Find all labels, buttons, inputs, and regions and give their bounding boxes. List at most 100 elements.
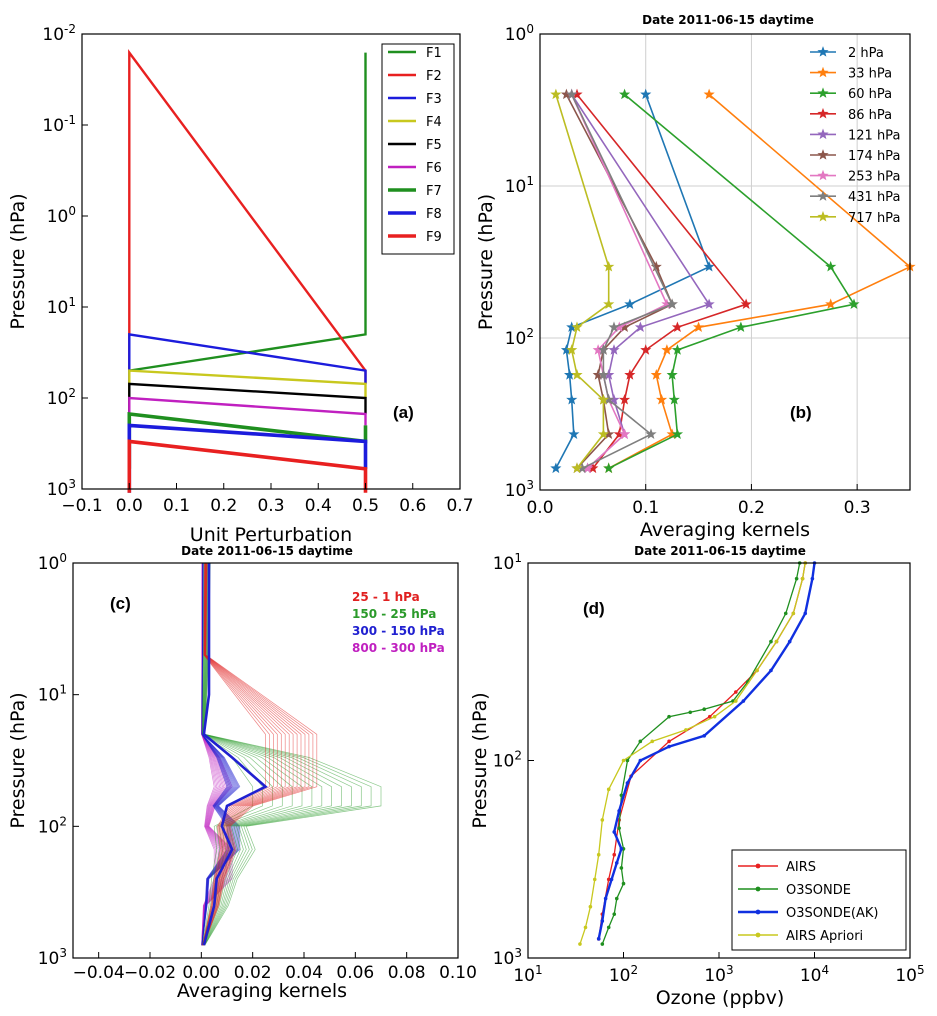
- series-marker-airs-apriori: [606, 787, 611, 792]
- kernel-curve: [202, 562, 294, 946]
- star-marker-717-hpa: [550, 88, 562, 100]
- legend-marker-431-hpa: [817, 190, 829, 201]
- x-tick-label-c: −0.02: [124, 963, 176, 983]
- star-marker-2-hpa: [550, 462, 562, 474]
- y-tick-label-b: 100: [505, 22, 534, 45]
- x-tick-label-c: 0.00: [182, 963, 220, 983]
- series-line-121-hpa: [571, 94, 711, 469]
- legend-label-f5: F5: [426, 138, 442, 153]
- y-tick-label-b: 102: [505, 326, 534, 349]
- star-marker-431-hpa: [645, 428, 657, 439]
- star-marker-717-hpa: [571, 321, 583, 332]
- star-marker-431-hpa: [666, 298, 678, 309]
- star-marker-717-hpa: [597, 428, 610, 439]
- legend-label-86-hpa: 86 hPa: [848, 108, 892, 123]
- series-line-o3sonde: [601, 562, 801, 945]
- y-tick-label-a: 103: [47, 477, 76, 500]
- y-axis-label-b: Pressure (hPa): [475, 194, 497, 330]
- legend-marker-airs: [755, 863, 761, 869]
- kernel-curve: [202, 562, 274, 946]
- x-tick-label-c: −0.04: [73, 963, 125, 983]
- series-marker-airs-apriori: [755, 668, 759, 673]
- star-marker-431-hpa: [566, 88, 578, 100]
- series-line-f1: [128, 52, 367, 426]
- x-tick-label-d: 101: [513, 963, 542, 986]
- x-tick-label-a: 0.4: [305, 496, 332, 516]
- star-marker-86-hpa: [624, 369, 636, 380]
- x-tick-label-d: 102: [609, 963, 638, 986]
- star-marker-2-hpa: [703, 260, 715, 272]
- series-marker-airs: [606, 877, 611, 882]
- series-marker-o3sonde-ak-: [619, 847, 624, 851]
- legend-marker-121-hpa: [817, 128, 829, 140]
- y-axis-label-d: Pressure (hPa): [469, 692, 491, 828]
- series-marker-airs-apriori: [621, 758, 626, 763]
- series-marker-o3sonde-ak-: [769, 668, 773, 673]
- x-axis-label-b: Averaging kernels: [640, 519, 810, 541]
- series-marker-airs-apriori: [578, 942, 582, 946]
- y-tick-label-a: 100: [47, 204, 76, 227]
- y-tick-label-b: 101: [505, 174, 534, 197]
- series-marker-o3sonde: [638, 739, 643, 744]
- x-axis-label-c: Averaging kernels: [177, 980, 347, 1002]
- y-tick-label-a: 10-1: [42, 113, 76, 136]
- series-marker-o3sonde-ak-: [625, 781, 630, 785]
- star-marker-33-hpa: [703, 88, 715, 100]
- series-marker-o3sonde-ak-: [600, 919, 605, 923]
- star-marker-33-hpa: [825, 298, 837, 309]
- series-marker-o3sonde: [794, 576, 799, 581]
- legend-label-f3: F3: [426, 92, 442, 107]
- kernel-curve: [203, 562, 318, 946]
- x-axis-label-a: Unit Perturbation: [190, 524, 352, 546]
- legend-label-c: 300 - 150 hPa: [352, 624, 445, 638]
- star-marker-60-hpa: [848, 298, 860, 309]
- star-marker-717-hpa: [571, 462, 583, 474]
- legend-label-174-hpa: 174 hPa: [848, 149, 900, 164]
- x-tick-label-b: 0.1: [632, 498, 659, 518]
- series-line-2-hpa: [555, 94, 711, 469]
- star-marker-60-hpa: [668, 393, 680, 405]
- series-marker-airs: [667, 739, 671, 744]
- y-tick-label-d: 101: [493, 551, 522, 574]
- plot-frame-b: [539, 33, 911, 491]
- y-axis-label-a: Pressure (hPa): [7, 193, 29, 329]
- series-marker-airs-apriori: [684, 728, 688, 732]
- x-tick-label-d: 105: [895, 963, 924, 986]
- star-marker-33-hpa: [655, 393, 668, 405]
- star-marker-2-hpa: [624, 298, 636, 309]
- legend-marker-86-hpa: [817, 107, 829, 119]
- series-marker-o3sonde: [702, 707, 707, 712]
- series-marker-o3sonde-ak-: [787, 639, 792, 644]
- series-marker-o3sonde-ak-: [614, 861, 619, 865]
- legend-label-airs-apriori: AIRS Apriori: [786, 929, 863, 944]
- star-marker-60-hpa: [825, 260, 837, 272]
- x-tick-label-d: 104: [800, 963, 829, 986]
- y-tick-label-d: 103: [493, 946, 522, 969]
- x-tick-label-a: 0.1: [163, 496, 190, 516]
- x-tick-label-c: 0.08: [388, 963, 426, 983]
- legend-label-f6: F6: [426, 161, 442, 176]
- y-tick-label-a: 10-2: [42, 22, 76, 45]
- star-marker-86-hpa: [618, 393, 631, 405]
- series-marker-o3sonde: [606, 925, 611, 930]
- star-marker-60-hpa: [666, 369, 678, 380]
- series-line-86-hpa: [576, 93, 748, 469]
- x-tick-label-a: 0.2: [210, 496, 237, 516]
- kernel-curve: [203, 562, 310, 946]
- star-marker-717-hpa: [571, 369, 583, 380]
- series-marker-airs-apriori: [588, 904, 593, 909]
- y-tick-label-a: 102: [47, 386, 76, 409]
- x-axis-label-d: Ozone (ppbv): [656, 987, 785, 1009]
- legend-marker-174-hpa: [817, 149, 829, 160]
- star-marker-253-hpa: [618, 428, 631, 439]
- series-line-253-hpa: [570, 94, 668, 469]
- kernel-curve: [202, 562, 298, 946]
- legend-label-c: 150 - 25 hPa: [352, 607, 436, 621]
- series-marker-airs: [734, 690, 738, 694]
- x-tick-label-c: 0.10: [439, 963, 477, 983]
- star-marker-121-hpa: [634, 321, 647, 332]
- y-tick-label-c: 103: [38, 946, 67, 969]
- series-line-f2: [128, 48, 367, 398]
- series-marker-airs-apriori: [583, 925, 588, 930]
- series-marker-airs-apriori: [791, 611, 796, 616]
